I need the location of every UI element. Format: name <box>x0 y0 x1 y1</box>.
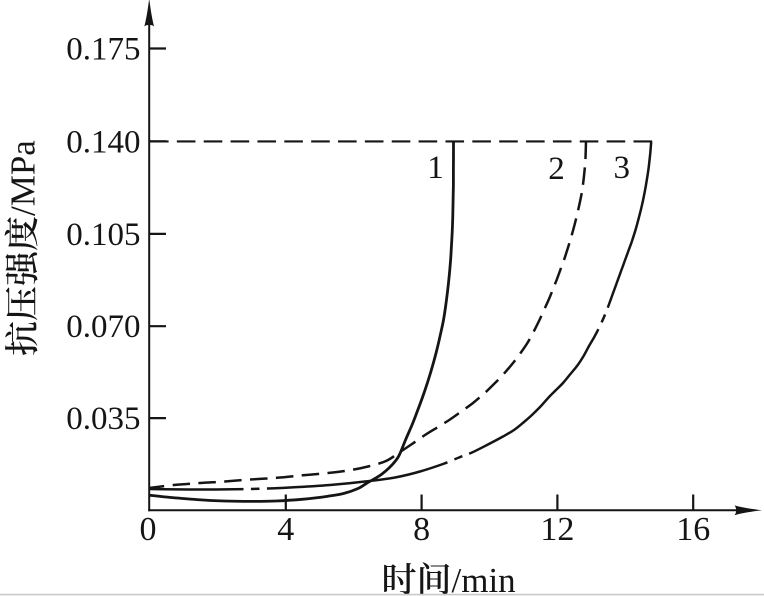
svg-text:0.175: 0.175 <box>66 31 140 67</box>
svg-text:8: 8 <box>413 511 430 548</box>
svg-text:16: 16 <box>676 511 710 548</box>
svg-text:0.140: 0.140 <box>66 124 140 160</box>
svg-text:0.035: 0.035 <box>66 401 140 437</box>
svg-text:3: 3 <box>614 150 631 186</box>
svg-text:2: 2 <box>548 151 565 187</box>
svg-text:0.070: 0.070 <box>66 309 140 345</box>
svg-text:0.105: 0.105 <box>66 217 140 253</box>
svg-text:4: 4 <box>277 511 294 548</box>
svg-text:/min: /min <box>452 561 516 596</box>
svg-text:12: 12 <box>540 511 574 548</box>
svg-text:/MPa: /MPa <box>4 140 43 216</box>
svg-text:0: 0 <box>140 511 157 548</box>
svg-text:1: 1 <box>427 150 444 186</box>
